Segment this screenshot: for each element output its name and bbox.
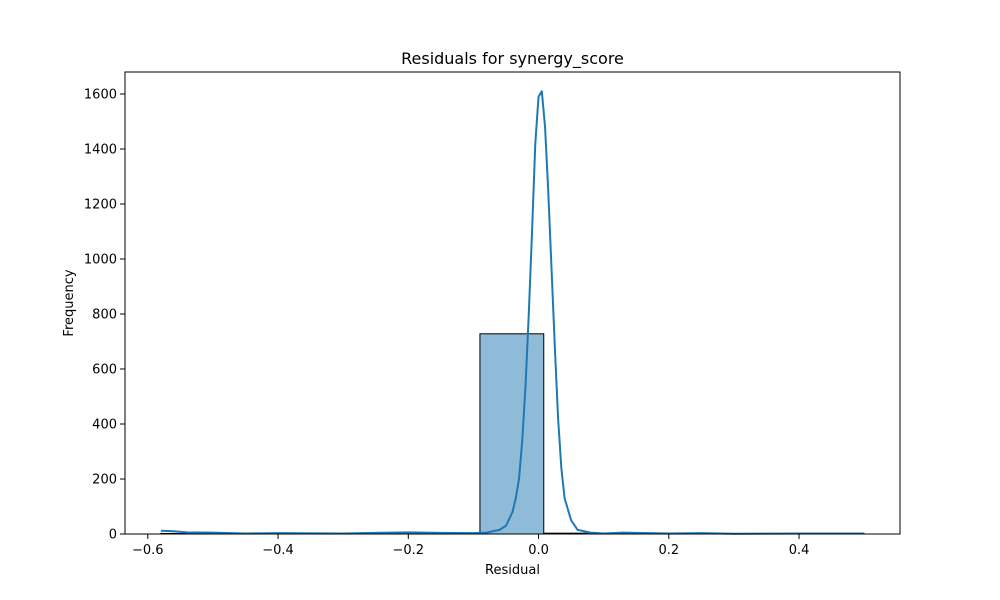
y-tick-label: 400: [92, 418, 117, 433]
x-axis-ticks: −0.6 −0.4 −0.2 0.0 0.2 0.4: [132, 534, 809, 558]
y-tick-label: 1600: [84, 88, 117, 103]
y-tick-label: 1400: [84, 143, 117, 158]
x-tick-label: 0.0: [528, 543, 549, 558]
y-tick-label: 600: [92, 363, 117, 378]
y-axis-label: Frequency: [62, 269, 77, 336]
x-tick-label: 0.4: [789, 543, 810, 558]
x-tick-label: −0.4: [262, 543, 294, 558]
y-tick-label: 800: [92, 308, 117, 323]
plot-area-frame: [124, 71, 901, 535]
x-tick-label: −0.2: [393, 543, 425, 558]
y-tick-label: 1000: [84, 253, 117, 268]
x-tick-label: 0.2: [658, 543, 679, 558]
y-tick-label: 1200: [84, 198, 117, 213]
y-tick-label: 0: [109, 528, 117, 543]
chart-title: Residuals for synergy_score: [401, 49, 624, 69]
y-axis-ticks: 0 200 400 600 800 1000 1200 1400 1600: [84, 88, 125, 543]
kde-curve: [160, 90, 865, 535]
histogram-bar: [479, 333, 545, 535]
y-tick-label: 200: [92, 473, 117, 488]
x-axis-label: Residual: [485, 563, 540, 578]
x-tick-label: −0.6: [132, 543, 164, 558]
